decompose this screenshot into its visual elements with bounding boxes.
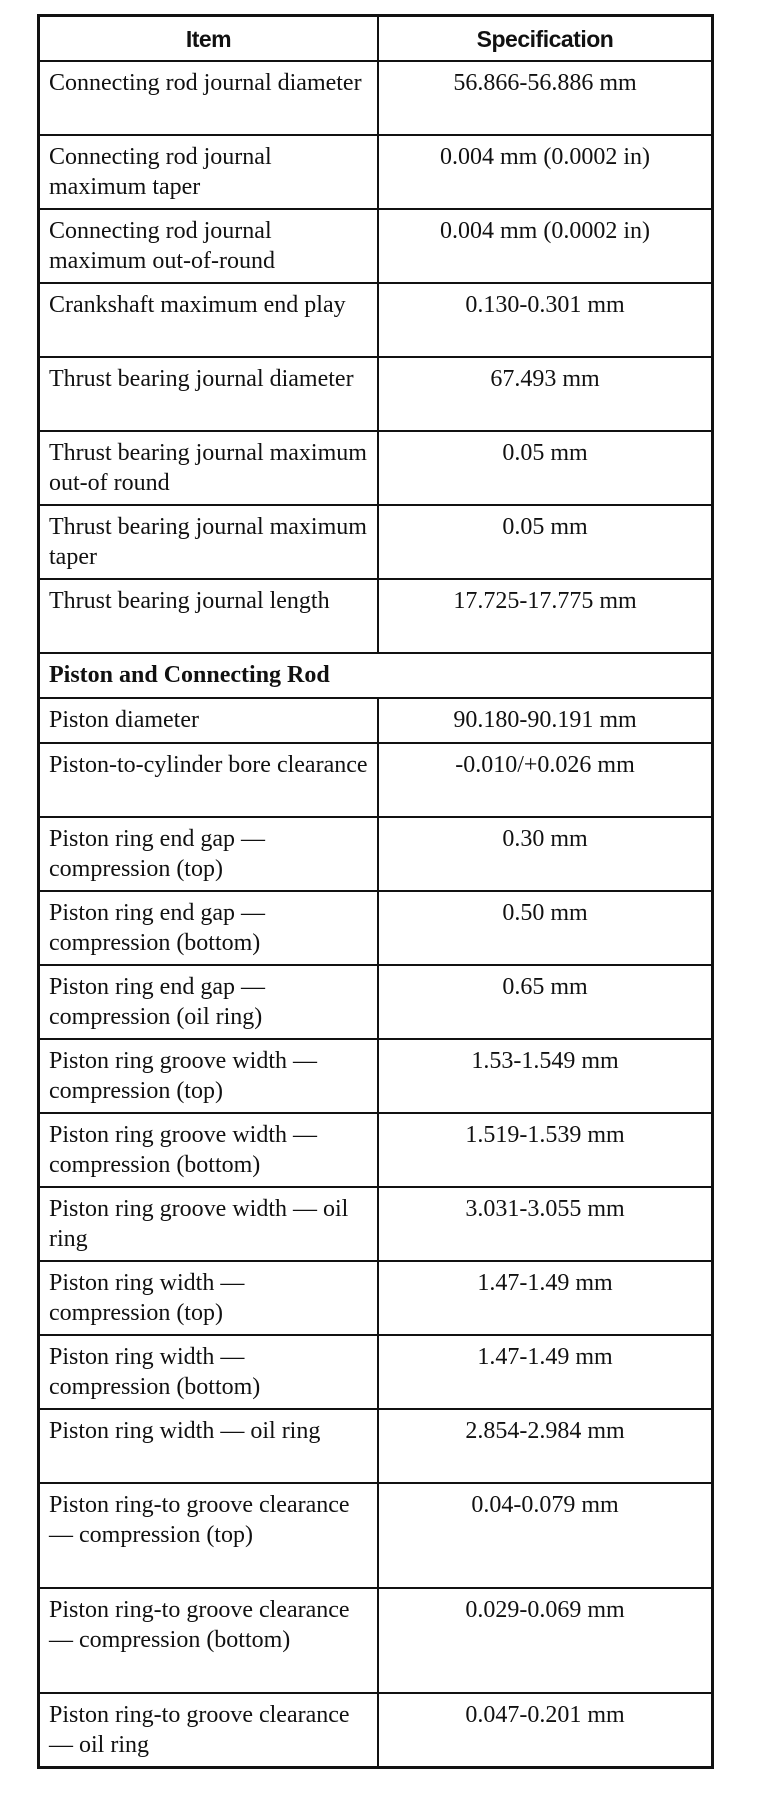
table-row: Thrust bearing journal diameter 67.493 mm <box>37 356 714 432</box>
table-row: Piston diameter 90.180-90.191 mm <box>37 697 714 744</box>
specification-cell: 0.130-0.301 mm <box>377 282 714 358</box>
item-cell: Crankshaft maximum end play <box>37 282 379 358</box>
table-row: Piston ring groove width — compression (… <box>37 1038 714 1114</box>
item-cell: Piston diameter <box>37 697 379 744</box>
section-title: Piston and Connecting Rod <box>37 652 714 699</box>
item-cell: Piston ring width — compression (top) <box>37 1260 379 1336</box>
specification-cell: 0.65 mm <box>377 964 714 1040</box>
table-row: Piston ring end gap — compression (oil r… <box>37 964 714 1040</box>
table-row: Connecting rod journal maximum taper 0.00… <box>37 134 714 210</box>
item-cell: Piston ring-to groove clearance — compre… <box>37 1482 379 1589</box>
table-row: Thrust bearing journal maximum taper 0.05… <box>37 504 714 580</box>
specification-cell: 2.854-2.984 mm <box>377 1408 714 1484</box>
item-cell: Piston ring width — compression (bottom) <box>37 1334 379 1410</box>
table-row: Piston ring-to groove clearance — compre… <box>37 1587 714 1694</box>
table-body: Connecting rod journal diameter 56.866-56… <box>37 60 714 1769</box>
table-row: Crankshaft maximum end play 0.130-0.301 m… <box>37 282 714 358</box>
specification-cell: 0.50 mm <box>377 890 714 966</box>
table-row: Piston ring-to groove clearance — compre… <box>37 1482 714 1589</box>
item-cell: Piston ring-to groove clearance — compre… <box>37 1587 379 1694</box>
specification-cell: 1.519-1.539 mm <box>377 1112 714 1188</box>
item-cell: Piston ring groove width — compression (… <box>37 1112 379 1188</box>
specification-cell: 0.029-0.069 mm <box>377 1587 714 1694</box>
table-row: Thrust bearing journal maximum out-of ro… <box>37 430 714 506</box>
specification-cell: 0.05 mm <box>377 430 714 506</box>
item-cell: Piston ring groove width — compression (… <box>37 1038 379 1114</box>
item-cell: Thrust bearing journal maximum taper <box>37 504 379 580</box>
item-cell: Piston ring width — oil ring <box>37 1408 379 1484</box>
table-row: Piston ring width — compression (bottom)… <box>37 1334 714 1410</box>
item-cell: Piston ring groove width — oil ring <box>37 1186 379 1262</box>
column-header-item: Item <box>37 14 379 62</box>
item-cell: Thrust bearing journal diameter <box>37 356 379 432</box>
specification-cell: 67.493 mm <box>377 356 714 432</box>
section-header-row: Piston and Connecting Rod <box>37 652 714 699</box>
item-cell: Piston-to-cylinder bore clearance <box>37 742 379 818</box>
item-cell: Connecting rod journal maximum taper <box>37 134 379 210</box>
specification-cell: 1.53-1.549 mm <box>377 1038 714 1114</box>
table-row: Piston-to-cylinder bore clearance -0.010/… <box>37 742 714 818</box>
column-header-specification: Specification <box>377 14 714 62</box>
specification-cell: 0.047-0.201 mm <box>377 1692 714 1769</box>
specification-cell: 3.031-3.055 mm <box>377 1186 714 1262</box>
table-header-row: Item Specification <box>37 14 714 62</box>
table-row: Piston ring end gap — compression (botto… <box>37 890 714 966</box>
specification-cell: 90.180-90.191 mm <box>377 697 714 744</box>
item-cell: Piston ring-to groove clearance — oil ri… <box>37 1692 379 1769</box>
table-row: Thrust bearing journal length 17.725-17.7… <box>37 578 714 654</box>
table-row: Piston ring groove width — compression (… <box>37 1112 714 1188</box>
item-cell: Connecting rod journal diameter <box>37 60 379 136</box>
table-row: Piston ring end gap — compression (top) 0… <box>37 816 714 892</box>
specification-cell: 0.30 mm <box>377 816 714 892</box>
item-cell: Piston ring end gap — compression (botto… <box>37 890 379 966</box>
item-cell: Piston ring end gap — compression (oil r… <box>37 964 379 1040</box>
table-row: Piston ring width — oil ring 2.854-2.984 … <box>37 1408 714 1484</box>
specification-table: Item Specification Connecting rod journa… <box>37 14 714 1769</box>
specification-cell: 0.004 mm (0.0002 in) <box>377 134 714 210</box>
specification-cell: -0.010/+0.026 mm <box>377 742 714 818</box>
item-cell: Connecting rod journal maximum out-of-ro… <box>37 208 379 284</box>
specification-cell: 0.04-0.079 mm <box>377 1482 714 1589</box>
table-row: Connecting rod journal diameter 56.866-56… <box>37 60 714 136</box>
specification-cell: 17.725-17.775 mm <box>377 578 714 654</box>
table-row: Connecting rod journal maximum out-of-ro… <box>37 208 714 284</box>
specification-cell: 1.47-1.49 mm <box>377 1260 714 1336</box>
item-cell: Thrust bearing journal maximum out-of ro… <box>37 430 379 506</box>
item-cell: Piston ring end gap — compression (top) <box>37 816 379 892</box>
specification-cell: 0.05 mm <box>377 504 714 580</box>
specification-cell: 1.47-1.49 mm <box>377 1334 714 1410</box>
table-row: Piston ring groove width — oil ring 3.031… <box>37 1186 714 1262</box>
specification-cell: 0.004 mm (0.0002 in) <box>377 208 714 284</box>
specification-cell: 56.866-56.886 mm <box>377 60 714 136</box>
table-row: Piston ring-to groove clearance — oil ri… <box>37 1692 714 1769</box>
item-cell: Thrust bearing journal length <box>37 578 379 654</box>
table-row: Piston ring width — compression (top) 1.4… <box>37 1260 714 1336</box>
